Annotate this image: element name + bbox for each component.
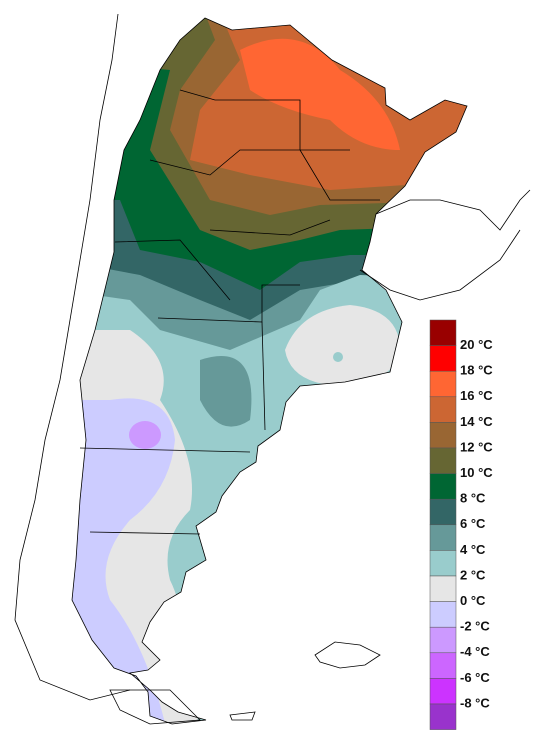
zone xyxy=(200,356,252,427)
legend: 20 °C 18 °C 16 °C 14 °C 12 °C 10 °C 8 °C 6 °C 4 … xyxy=(429,319,493,730)
legend-label: 16 °C xyxy=(460,388,493,403)
legend-swatch xyxy=(429,601,457,628)
legend-label: 2 °C xyxy=(460,567,486,582)
legend-swatch xyxy=(429,575,457,602)
legend-label: 18 °C xyxy=(460,363,493,378)
legend-label: 14 °C xyxy=(460,414,493,429)
legend-label: -4 °C xyxy=(460,644,490,659)
legend-swatch xyxy=(429,319,457,346)
legend-label: 12 °C xyxy=(460,439,493,454)
legend-swatch xyxy=(429,396,457,423)
legend-label: 6 °C xyxy=(460,516,486,531)
legend-swatch xyxy=(429,524,457,551)
legend-swatch xyxy=(429,678,457,705)
legend-label: -2 °C xyxy=(460,619,490,634)
legend-swatch xyxy=(429,498,457,526)
legend-label: 4 °C xyxy=(460,542,486,557)
legend-swatch xyxy=(429,550,457,577)
legend-swatch xyxy=(429,652,457,679)
province-borders xyxy=(79,89,380,535)
temperature-zones xyxy=(72,18,467,724)
legend-swatch xyxy=(429,345,457,372)
legend-label: 20 °C xyxy=(460,337,493,352)
zone xyxy=(240,38,400,150)
legend-swatch xyxy=(429,447,457,474)
legend-swatch xyxy=(429,473,457,500)
legend-swatch xyxy=(429,626,457,654)
zone xyxy=(129,421,161,449)
legend-label: 10 °C xyxy=(460,465,493,480)
legend-label: -6 °C xyxy=(460,670,490,685)
legend-label: -8 °C xyxy=(460,695,490,710)
zone xyxy=(333,352,343,362)
zone xyxy=(285,305,400,385)
legend-swatch xyxy=(429,703,457,730)
legend-label: 8 °C xyxy=(460,491,486,506)
legend-swatch xyxy=(429,370,457,398)
legend-swatch xyxy=(429,422,457,449)
legend-label: 0 °C xyxy=(460,593,486,608)
neighbor-borders xyxy=(14,13,531,725)
